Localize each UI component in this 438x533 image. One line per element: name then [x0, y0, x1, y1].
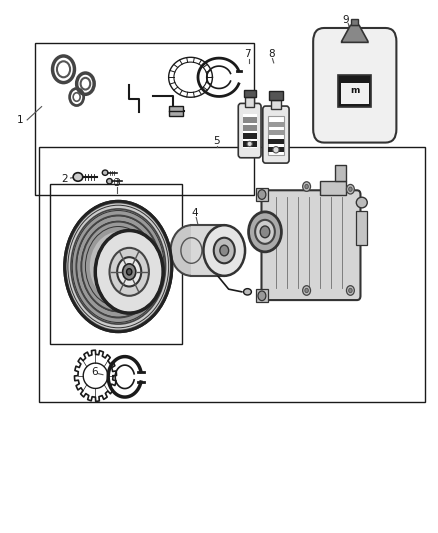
Ellipse shape	[349, 187, 352, 191]
Bar	[39, 147, 425, 402]
Ellipse shape	[73, 173, 83, 181]
Bar	[243, 141, 257, 147]
Ellipse shape	[214, 238, 235, 263]
Ellipse shape	[90, 232, 147, 301]
Bar	[335, 165, 346, 181]
Bar	[268, 130, 284, 135]
Ellipse shape	[123, 264, 136, 280]
Ellipse shape	[273, 147, 279, 153]
FancyBboxPatch shape	[261, 190, 360, 300]
Bar	[244, 90, 256, 97]
Polygon shape	[342, 25, 368, 43]
Bar	[338, 75, 371, 107]
Text: 9: 9	[343, 15, 350, 25]
Bar	[356, 211, 367, 245]
Bar	[245, 97, 254, 107]
Ellipse shape	[110, 248, 149, 296]
Text: 2: 2	[61, 174, 68, 184]
Text: 4: 4	[191, 208, 198, 218]
Bar	[243, 117, 257, 123]
Text: 3: 3	[113, 178, 120, 188]
Text: 7: 7	[244, 50, 251, 59]
Bar	[256, 188, 268, 201]
Ellipse shape	[303, 286, 311, 295]
Ellipse shape	[349, 288, 352, 293]
Text: 6: 6	[91, 367, 98, 376]
Ellipse shape	[170, 225, 212, 276]
Bar	[268, 116, 284, 155]
Ellipse shape	[258, 190, 266, 199]
Bar	[271, 100, 281, 109]
Bar	[243, 133, 257, 139]
Ellipse shape	[65, 201, 172, 332]
Ellipse shape	[203, 225, 245, 276]
Bar	[351, 19, 358, 25]
Bar	[268, 147, 284, 152]
Bar	[268, 139, 284, 144]
Bar	[243, 125, 257, 131]
FancyBboxPatch shape	[238, 103, 261, 158]
Ellipse shape	[127, 269, 132, 275]
Text: 1: 1	[17, 115, 24, 125]
Bar	[268, 122, 284, 127]
Ellipse shape	[249, 212, 281, 252]
Ellipse shape	[303, 182, 311, 191]
Ellipse shape	[305, 288, 308, 293]
FancyBboxPatch shape	[263, 106, 289, 163]
Ellipse shape	[117, 257, 141, 287]
Text: 5: 5	[213, 136, 220, 146]
Ellipse shape	[346, 286, 354, 295]
Bar	[191, 225, 224, 276]
Ellipse shape	[244, 289, 251, 295]
Ellipse shape	[102, 170, 108, 175]
Bar	[269, 91, 283, 100]
Ellipse shape	[247, 141, 252, 147]
Bar	[35, 43, 254, 195]
Text: 8: 8	[268, 50, 275, 59]
Ellipse shape	[346, 184, 354, 194]
Ellipse shape	[356, 197, 367, 208]
Bar	[169, 106, 183, 116]
Ellipse shape	[95, 230, 163, 313]
Bar	[50, 184, 182, 344]
Ellipse shape	[107, 179, 112, 184]
Bar	[320, 181, 346, 195]
Ellipse shape	[255, 220, 275, 244]
FancyBboxPatch shape	[313, 28, 396, 143]
Bar	[341, 83, 369, 104]
Ellipse shape	[258, 291, 266, 301]
Bar	[256, 289, 268, 302]
Ellipse shape	[71, 209, 166, 324]
Ellipse shape	[220, 245, 229, 256]
Text: m: m	[350, 86, 360, 95]
Ellipse shape	[260, 226, 270, 238]
Bar	[243, 114, 257, 148]
Ellipse shape	[305, 184, 308, 189]
